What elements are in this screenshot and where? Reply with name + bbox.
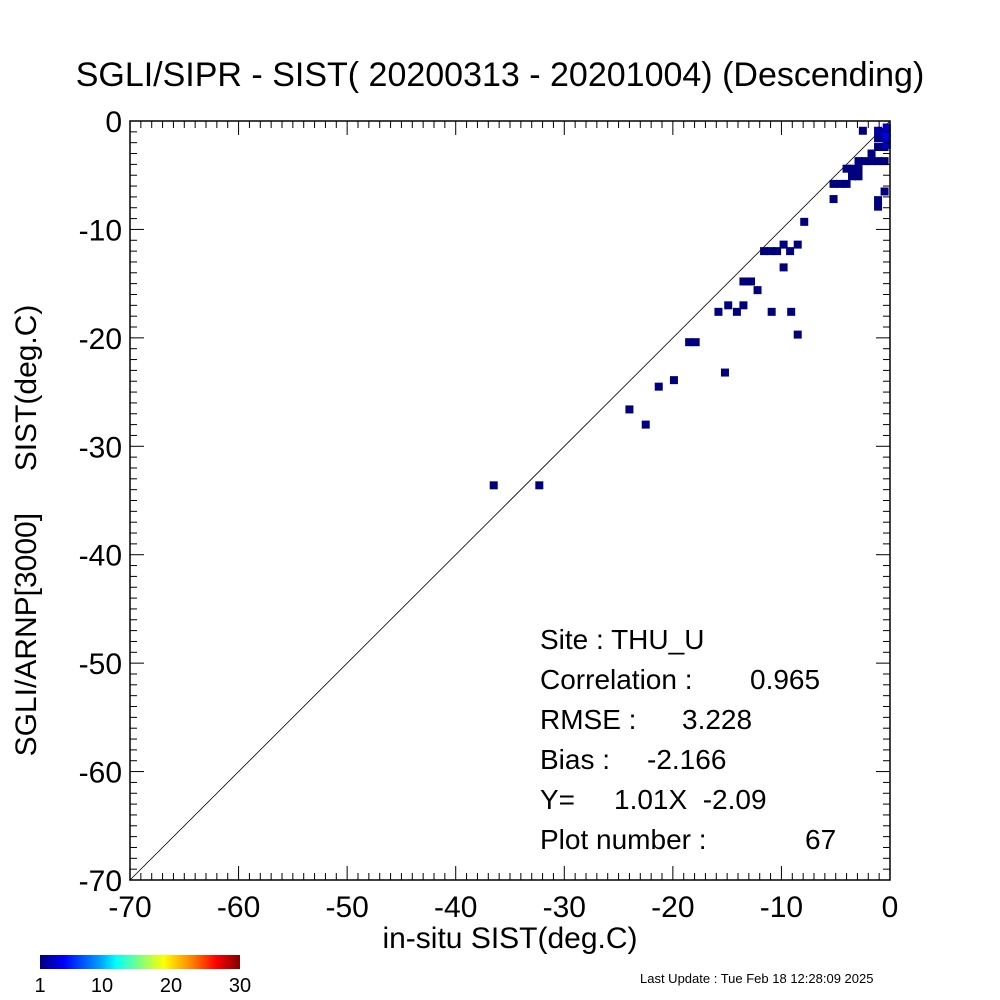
stat-site-label: Site : THU_U xyxy=(540,624,705,655)
last-update-text: Last Update : Tue Feb 18 12:28:09 2025 xyxy=(640,971,874,986)
colorbar-tick-label: 30 xyxy=(228,975,252,997)
data-point xyxy=(691,338,700,347)
x-axis-label: in-situ SIST(deg.C) xyxy=(382,922,637,955)
data-point xyxy=(625,405,634,414)
data-point xyxy=(724,301,733,310)
data-point xyxy=(874,126,883,135)
data-point xyxy=(739,277,748,286)
stat-plot-number-value: 67 xyxy=(805,824,837,855)
chart-title: SGLI/SIPR - SIST( 20200313 - 20201004) (… xyxy=(75,56,925,94)
data-point xyxy=(880,157,889,166)
data-point xyxy=(654,382,663,391)
stat-bias-label: Bias : xyxy=(540,744,611,775)
stat-correlation-label: Correlation : xyxy=(540,664,693,695)
stat-regression-value: 1.01X -2.09 xyxy=(614,784,767,815)
one-to-one-line xyxy=(129,120,891,881)
colorbar-tick-label: 20 xyxy=(159,975,183,997)
data-point xyxy=(739,301,748,310)
stat-bias: Bias : -2.166 xyxy=(540,740,726,780)
colorbar-tick-label: 1 xyxy=(34,975,46,997)
data-point xyxy=(786,247,795,256)
x-tick-label: -50 xyxy=(325,891,368,924)
data-point xyxy=(535,481,544,490)
data-point xyxy=(767,307,776,316)
stat-correlation: Correlation : 0.965 xyxy=(540,660,820,700)
data-point xyxy=(854,172,863,181)
stat-rmse-value: 3.228 xyxy=(682,704,753,735)
stats-panel: Site : THU_U Correlation : 0.965 RMSE : 3.… xyxy=(540,620,836,860)
data-point xyxy=(874,143,883,152)
data-point xyxy=(848,172,856,181)
data-point xyxy=(882,134,891,143)
data-point xyxy=(854,157,863,166)
colorbar-tick-label: 10 xyxy=(90,975,114,997)
x-tick-label: -60 xyxy=(217,891,260,924)
data-point xyxy=(867,149,876,158)
x-tick-label: -40 xyxy=(434,891,477,924)
data-point xyxy=(779,263,788,272)
data-point xyxy=(858,126,867,135)
stat-regression-label: Y= xyxy=(540,784,576,815)
data-point xyxy=(720,368,729,377)
data-point xyxy=(880,187,889,196)
stat-rmse: RMSE : 3.228 xyxy=(540,700,752,740)
data-point xyxy=(787,307,796,316)
y-tick-label: 0 xyxy=(105,106,122,139)
data-point xyxy=(747,277,756,286)
stat-site: Site : THU_U xyxy=(540,620,707,660)
y-tick-label: -30 xyxy=(79,431,122,464)
y-tick-label: -40 xyxy=(79,540,122,573)
y-tick-label: -60 xyxy=(79,757,122,790)
y-tick-label: -50 xyxy=(79,648,122,681)
stat-plot-number: Plot number : 67 xyxy=(540,820,836,860)
stat-regression: Y= 1.01X -2.09 xyxy=(540,780,767,820)
stat-plot-number-label: Plot number : xyxy=(540,824,707,855)
data-point xyxy=(836,179,845,188)
data-point xyxy=(800,217,809,226)
x-tick-label: 0 xyxy=(882,891,899,924)
data-point xyxy=(842,179,851,188)
y-tick-label: -10 xyxy=(79,214,122,247)
x-tick-label: -10 xyxy=(760,891,803,924)
data-point xyxy=(882,123,891,132)
data-point xyxy=(867,157,876,166)
colorbar xyxy=(40,955,240,969)
data-point xyxy=(732,307,741,316)
data-point xyxy=(829,179,838,188)
data-point xyxy=(685,338,694,347)
data-point xyxy=(641,420,650,429)
data-point xyxy=(766,247,775,256)
data-point xyxy=(874,202,883,211)
data-point xyxy=(773,247,782,256)
data-point xyxy=(793,330,802,339)
data-point xyxy=(829,195,838,204)
y-axis-label: SGLI/ARNP[3000] SIST(deg.C) xyxy=(10,305,43,757)
stat-rmse-label: RMSE : xyxy=(540,704,637,735)
data-point xyxy=(854,164,863,173)
data-point xyxy=(874,196,883,205)
data-point xyxy=(714,307,723,316)
x-tick-label: -30 xyxy=(543,891,586,924)
data-point xyxy=(861,157,870,166)
data-point xyxy=(848,164,856,173)
data-point xyxy=(753,286,762,295)
data-point xyxy=(842,164,851,173)
data-point xyxy=(882,128,891,137)
data-point xyxy=(874,157,883,166)
stat-bias-value: -2.166 xyxy=(647,744,727,775)
data-point xyxy=(669,376,678,385)
data-point xyxy=(489,481,498,490)
y-tick-label: -70 xyxy=(79,865,122,898)
data-point xyxy=(793,240,802,249)
y-tick-label: -20 xyxy=(79,323,122,356)
data-point xyxy=(882,140,891,149)
data-point xyxy=(874,134,883,143)
x-tick-label: -70 xyxy=(108,891,151,924)
stat-correlation-value: 0.965 xyxy=(750,664,821,695)
data-point xyxy=(779,240,788,249)
data-point xyxy=(760,247,769,256)
x-tick-label: -20 xyxy=(651,891,694,924)
